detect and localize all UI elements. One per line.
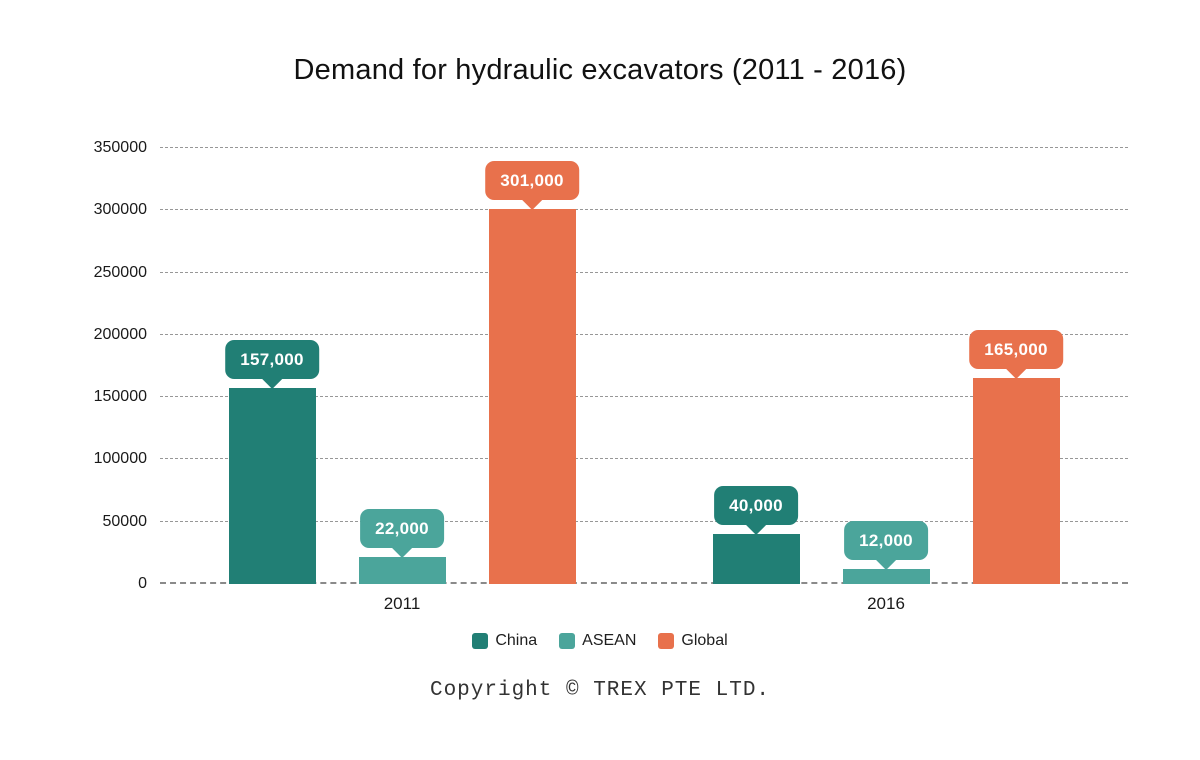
legend-item-global[interactable]: Global <box>658 632 728 649</box>
gridline <box>160 147 1128 148</box>
legend-item-china[interactable]: China <box>472 633 537 649</box>
legend-label: ASEAN <box>582 632 637 649</box>
bar-asean-2016[interactable] <box>842 569 930 584</box>
y-tick-label: 0 <box>138 575 147 592</box>
value-label-asean-2016: 12,000 <box>844 521 928 561</box>
gridline <box>160 520 1128 522</box>
y-tick-label: 300000 <box>93 201 147 219</box>
bar-global-2016[interactable] <box>972 378 1060 584</box>
gridline <box>160 333 1128 335</box>
chart-title: Demand for hydraulic excavators (2011 - … <box>293 54 907 86</box>
gridline <box>160 396 1128 398</box>
y-tick-label: 350000 <box>93 139 147 156</box>
x-tick-label-2016: 2016 <box>867 594 905 613</box>
bar-china-2016[interactable] <box>712 534 800 584</box>
y-tick-label: 150000 <box>93 388 147 406</box>
legend: China ASEAN Global <box>0 633 1200 649</box>
bar-global-2011[interactable] <box>488 209 576 584</box>
value-label-china-2016: 40,000 <box>714 486 798 526</box>
value-label-china-2011: 157,000 <box>225 340 319 380</box>
legend-item-asean[interactable]: ASEAN <box>559 633 636 649</box>
legend-label: Global <box>681 632 728 649</box>
plot-area: 0 50000 100000 150000 200000 250000 300000 3500… <box>94 140 1128 612</box>
y-tick-label: 250000 <box>93 263 147 281</box>
y-tick-label: 200000 <box>93 325 147 343</box>
x-tick-label-2011: 2011 <box>383 594 421 613</box>
bar-asean-2011[interactable] <box>358 556 446 584</box>
y-tick-label: 100000 <box>93 450 147 468</box>
legend-label: China <box>495 632 538 649</box>
axis-baseline <box>160 582 1128 584</box>
value-label-global-2011: 301,000 <box>485 161 579 201</box>
y-tick-label: 50000 <box>102 512 148 530</box>
legend-swatch-global <box>658 633 675 649</box>
bar-china-2011[interactable] <box>228 388 316 584</box>
gridline <box>160 271 1128 273</box>
gridline <box>160 458 1128 460</box>
copyright-text: Copyright © TREX PTE LTD. <box>429 679 771 702</box>
value-label-asean-2011: 22,000 <box>360 508 444 548</box>
legend-swatch-asean <box>559 633 576 649</box>
value-label-global-2016: 165,000 <box>969 330 1063 370</box>
gridline <box>160 209 1128 211</box>
legend-swatch-china <box>472 633 489 649</box>
